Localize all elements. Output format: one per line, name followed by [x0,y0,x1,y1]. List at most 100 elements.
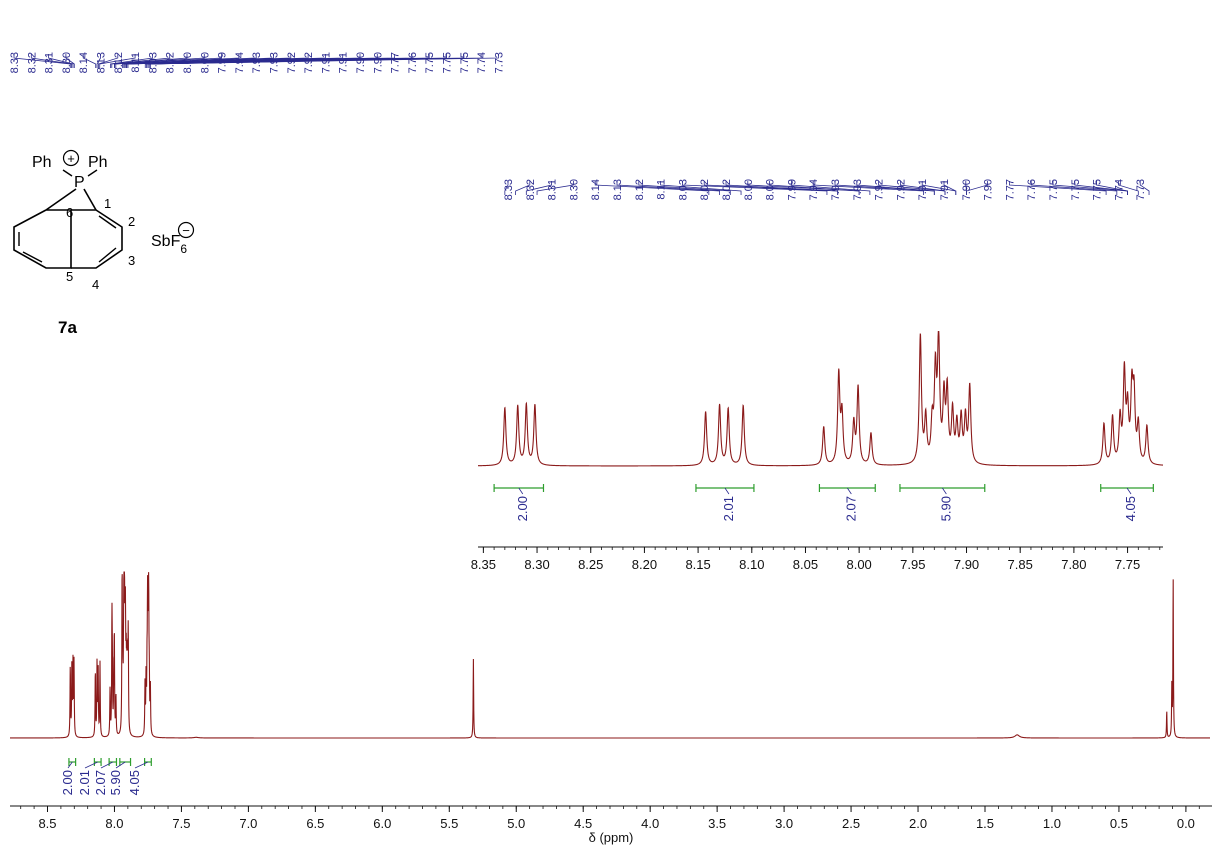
integral-leader [67,761,73,769]
x-axis-title: δ (ppm) [589,830,634,845]
peak-label: 8.31 [547,179,559,200]
peak-label-leader [48,54,74,68]
peak-label: 7.74 [476,52,488,73]
integral-leader [847,487,852,495]
peak-label: 8.30 [568,179,580,200]
peak-label-leader [127,54,378,68]
peak-label: 8.33 [9,52,21,73]
peak-label: 7.93 [269,52,281,73]
x-tick-label: 2.0 [909,816,927,831]
peak-label: 7.90 [983,179,995,200]
phosphorus-label: P [74,174,85,191]
integral-value: 2.00 [60,770,75,795]
x-tick-label: 8.10 [739,557,764,572]
integral-leader [942,487,947,495]
peak-label: 7.90 [372,52,384,73]
spectrum-trace [10,571,1210,739]
peak-label: 8.02 [699,179,711,200]
peak-label: 7.75 [424,52,436,73]
peak-label: 7.75 [442,52,454,73]
x-tick-label: 8.20 [632,557,657,572]
peak-label: 7.91 [338,52,350,73]
peak-label-leader [966,181,988,195]
peak-label: 8.11 [656,179,668,200]
x-tick-label: 1.5 [976,816,994,831]
peak-label: 7.91 [939,179,951,200]
peak-label: 8.14 [590,179,602,200]
peak-label-leader [638,181,731,195]
x-tick-label: 8.35 [471,557,496,572]
peak-label-leader [1139,181,1150,195]
x-tick-label: 5.5 [440,816,458,831]
peak-label-leader [616,181,720,195]
peak-label: 8.33 [503,179,515,200]
peak-label-leader [114,54,205,68]
x-tick-label: 1.0 [1043,816,1061,831]
positive-charge-symbol: + [67,151,75,166]
peak-label: 7.75 [1048,179,1060,200]
peak-label: 7.77 [390,52,402,73]
peak-label: 7.91 [917,179,929,200]
x-tick-label: 7.5 [172,816,190,831]
peak-label: 7.99 [786,179,798,200]
peak-label: 7.76 [1026,179,1038,200]
counterion-label: SbF6 [151,233,187,256]
x-tick-label: 8.25 [578,557,603,572]
peak-label-leader [97,54,119,68]
peak-label: 7.90 [355,52,367,73]
inset-spectrum: 8.35 8.30 8.25 8.20 8.15 8.10 8.05 8.00 7.95 7.90… [471,179,1164,572]
integral-leader [134,761,149,769]
x-tick-label: 8.0 [105,816,123,831]
x-tick-label: 6.0 [373,816,391,831]
x-tick-label: 8.05 [793,557,818,572]
peak-label: 7.92 [303,52,315,73]
x-tick-label: 8.5 [38,816,56,831]
peak-label-leader [812,181,924,195]
negative-charge-circle [177,221,195,239]
peak-label-leader [525,181,552,195]
peak-label: 7.92 [895,179,907,200]
integral-leader [100,761,113,769]
x-tick-label: 3.0 [775,816,793,831]
peak-label: 7.94 [808,179,820,200]
peak-label: 8.13 [612,179,624,200]
phenyl-right-label: Ph [88,154,108,171]
x-tick-label: 7.90 [954,557,979,572]
integral-value: 2.07 [843,496,858,521]
chemical-structure: Ph Ph P + 1 2 3 4 5 6 SbF6 − 7a [13,149,195,337]
peak-label: 8.12 [634,179,646,200]
integral-value: 4.05 [127,770,142,795]
x-tick-label: 7.80 [1061,557,1086,572]
peak-label-leader [1096,181,1128,195]
peak-label-leader [82,54,97,68]
integral-leader [84,761,98,769]
x-tick-label: 7.85 [1008,557,1033,572]
peak-label: 7.73 [493,52,505,73]
peak-label-leader [1118,181,1139,195]
peak-label-leader [536,181,574,195]
peak-label: 7.75 [1092,179,1104,200]
peak-label: 7.91 [320,52,332,73]
peak-label: 8.03 [677,179,689,200]
peak-label-leader [769,181,860,195]
atom-number-2: 2 [128,214,135,229]
integral-leader [518,487,524,495]
integral-leader [724,487,730,495]
peak-label-leader [99,54,136,68]
x-tick-label: 8.30 [524,557,549,572]
atom-number-4: 4 [92,277,99,292]
spectrum-trace [478,331,1164,467]
peak-label: 7.92 [286,52,298,73]
peak-label-leader [30,54,73,68]
peak-label: 7.93 [830,179,842,200]
positive-charge-circle [62,149,80,167]
peak-label-leader [660,181,742,195]
peak-label-leader [65,54,75,68]
negative-charge-symbol: − [182,223,190,238]
integral-value: 4.05 [1123,496,1138,521]
peak-label-leader [725,181,839,195]
atom-number-1: 1 [104,196,111,211]
integral-value: 2.01 [77,770,92,795]
x-tick-label: 7.0 [239,816,257,831]
